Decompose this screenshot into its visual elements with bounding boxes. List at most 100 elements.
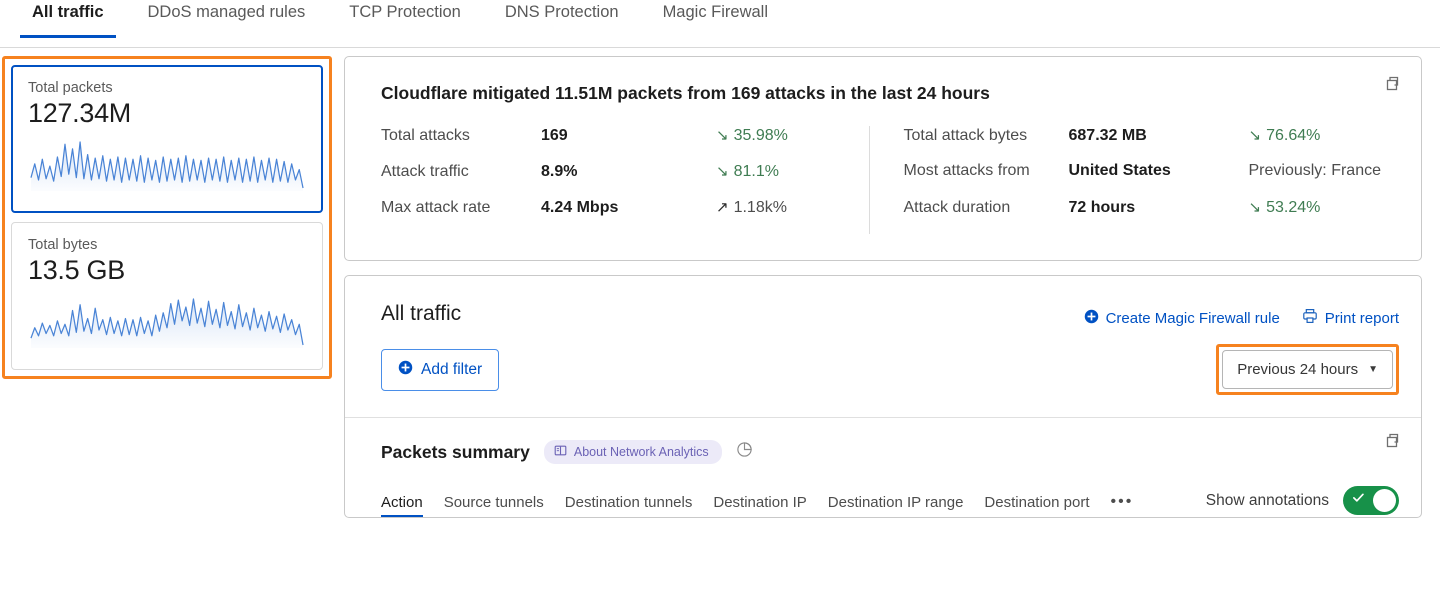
stat-label: Most attacks from	[903, 162, 1030, 179]
metric-card-total-packets[interactable]: Total packets 127.34M	[11, 65, 323, 213]
time-range-label: Previous 24 hours	[1237, 361, 1359, 378]
stat-delta: Previously: France	[1248, 162, 1382, 179]
stat-delta: ↘ 35.98%	[716, 126, 788, 145]
time-range-highlight-annotation: Previous 24 hours ▼	[1216, 344, 1399, 395]
stat-total-attacks: Total attacks 169 ↘ 35.98%	[381, 126, 869, 162]
subtab-label: Action	[381, 493, 423, 511]
attack-summary-title: Cloudflare mitigated 11.51M packets from…	[381, 83, 990, 103]
all-traffic-title: All traffic	[381, 302, 462, 325]
plus-circle-icon	[1084, 309, 1099, 328]
stat-value: 72 hours	[1068, 199, 1136, 216]
subtabs-overflow-button[interactable]: •••	[1110, 493, 1134, 510]
stat-value: 169	[541, 127, 568, 144]
book-icon	[554, 444, 567, 460]
stat-most-attacks-from: Most attacks from United States Previous…	[904, 162, 1392, 198]
stat-attack-duration: Attack duration 72 hours ↘ 53.24%	[904, 198, 1392, 234]
attack-stats-row: Total attacks 169 ↘ 35.98% Attack traffic…	[381, 126, 1391, 234]
metric-card-total-bytes[interactable]: Total bytes 13.5 GB	[11, 222, 323, 370]
packets-summary-section: Packets summary About Network Analytics	[345, 418, 1421, 517]
arrow-down-icon: ↘	[1248, 199, 1262, 216]
expand-panel-icon[interactable]	[1382, 432, 1401, 451]
stat-delta-value: 35.98%	[733, 127, 788, 144]
stat-value: 687.32 MB	[1068, 127, 1147, 144]
add-filter-label: Add filter	[421, 360, 483, 378]
show-annotations-label: Show annotations	[1205, 491, 1329, 509]
subtab-destination-port[interactable]: Destination port	[984, 494, 1089, 517]
link-label: Create Magic Firewall rule	[1105, 309, 1280, 327]
stat-label: Attack traffic	[381, 163, 469, 180]
print-report-link[interactable]: Print report	[1302, 308, 1399, 328]
plus-circle-icon	[398, 360, 413, 380]
total-packets-sparkline	[30, 141, 304, 191]
stat-value: 8.9%	[541, 163, 578, 180]
stat-value: United States	[1068, 162, 1171, 179]
check-icon	[1352, 491, 1365, 508]
stat-delta-value: 53.24%	[1266, 199, 1321, 216]
packets-summary-title: Packets summary	[381, 441, 530, 462]
tab-ddos-managed-rules[interactable]: DDoS managed rules	[126, 0, 328, 38]
about-network-analytics-badge[interactable]: About Network Analytics	[543, 440, 722, 464]
subtab-destination-tunnels[interactable]: Destination tunnels	[565, 494, 693, 517]
attack-stats-left: Total attacks 169 ↘ 35.98% Attack traffic…	[381, 126, 869, 234]
arrow-up-icon: ↗	[716, 199, 729, 216]
badge-label: About Network Analytics	[573, 445, 709, 459]
stat-value: 4.24 Mbps	[541, 199, 619, 216]
arrow-down-icon: ↘	[1248, 127, 1262, 144]
subtab-source-tunnels[interactable]: Source tunnels	[444, 494, 544, 517]
tab-all-traffic[interactable]: All traffic	[10, 0, 126, 38]
add-filter-button[interactable]: Add filter	[381, 348, 500, 391]
panel-divider	[345, 417, 1421, 418]
stat-label: Max attack rate	[381, 199, 491, 216]
all-traffic-actions: Create Magic Firewall rule Print report	[1084, 302, 1399, 328]
stat-attack-traffic: Attack traffic 8.9% ↘ 81.1%	[381, 162, 869, 198]
stat-label: Attack duration	[903, 199, 1011, 216]
attack-summary-body: Cloudflare mitigated 11.51M packets from…	[345, 57, 1421, 260]
subtab-label: Destination IP	[713, 493, 807, 511]
time-range-dropdown[interactable]: Previous 24 hours ▼	[1222, 350, 1393, 389]
arrow-down-icon: ↘	[716, 127, 729, 144]
all-traffic-header: All traffic Create Magic Firewall rule	[345, 276, 1421, 328]
create-magic-firewall-rule-link[interactable]: Create Magic Firewall rule	[1084, 309, 1280, 328]
packets-summary-subtabs: Action Source tunnels Destination tunnel…	[381, 493, 1133, 517]
show-annotations-toggle[interactable]	[1343, 486, 1399, 515]
expand-panel-icon[interactable]	[1382, 75, 1401, 94]
subtab-label: Destination port	[984, 493, 1090, 511]
arrow-down-icon: ↘	[716, 163, 729, 180]
tab-label: All traffic	[32, 3, 104, 21]
stat-label: Total attacks	[381, 127, 470, 144]
packets-summary-header: Packets summary About Network Analytics	[381, 440, 1399, 464]
pie-chart-icon[interactable]	[736, 441, 753, 463]
all-traffic-panel: All traffic Create Magic Firewall rule	[344, 275, 1422, 518]
stat-total-attack-bytes: Total attack bytes 687.32 MB ↘ 76.64%	[904, 126, 1392, 162]
subtab-label: Source tunnels	[443, 493, 544, 511]
stat-delta: ↘ 76.64%	[1249, 126, 1321, 145]
tab-tcp-protection[interactable]: TCP Protection	[327, 0, 483, 38]
tab-label: DNS Protection	[504, 3, 619, 21]
primary-tabbar: All traffic DDoS managed rules TCP Prote…	[0, 0, 1440, 48]
filter-row: Add filter Previous 24 hours ▼	[345, 328, 1421, 417]
chevron-down-icon: ▼	[1368, 364, 1378, 375]
stat-delta-value: 81.1%	[733, 163, 779, 180]
subtab-label: Destination IP range	[827, 493, 964, 511]
packets-summary-controls: Action Source tunnels Destination tunnel…	[381, 486, 1399, 517]
tab-label: Magic Firewall	[662, 3, 768, 21]
attack-stats-right: Total attack bytes 687.32 MB ↘ 76.64% Mos…	[868, 126, 1392, 234]
metric-card-value: 127.34M	[28, 98, 131, 128]
total-bytes-sparkline	[30, 298, 304, 348]
stat-label: Total attack bytes	[903, 127, 1028, 144]
printer-icon	[1302, 308, 1318, 328]
metrics-rail: Total packets 127.34M Total bytes 13.5 G…	[0, 48, 340, 602]
tab-magic-firewall[interactable]: Magic Firewall	[641, 0, 790, 38]
toggle-knob	[1373, 489, 1396, 512]
main-content: Cloudflare mitigated 11.51M packets from…	[340, 48, 1440, 602]
stat-delta-value: 1.18k%	[733, 199, 787, 216]
stat-delta-value: 76.64%	[1266, 127, 1321, 144]
subtab-destination-ip-range[interactable]: Destination IP range	[828, 494, 964, 517]
show-annotations-control: Show annotations	[1206, 486, 1399, 517]
stat-delta: ↘ 81.1%	[716, 162, 779, 181]
stat-delta: ↗ 1.18k%	[716, 198, 787, 217]
tab-dns-protection[interactable]: DNS Protection	[483, 0, 641, 38]
link-label: Print report	[1324, 309, 1399, 327]
subtab-action[interactable]: Action	[381, 494, 423, 517]
subtab-destination-ip[interactable]: Destination IP	[713, 494, 806, 517]
